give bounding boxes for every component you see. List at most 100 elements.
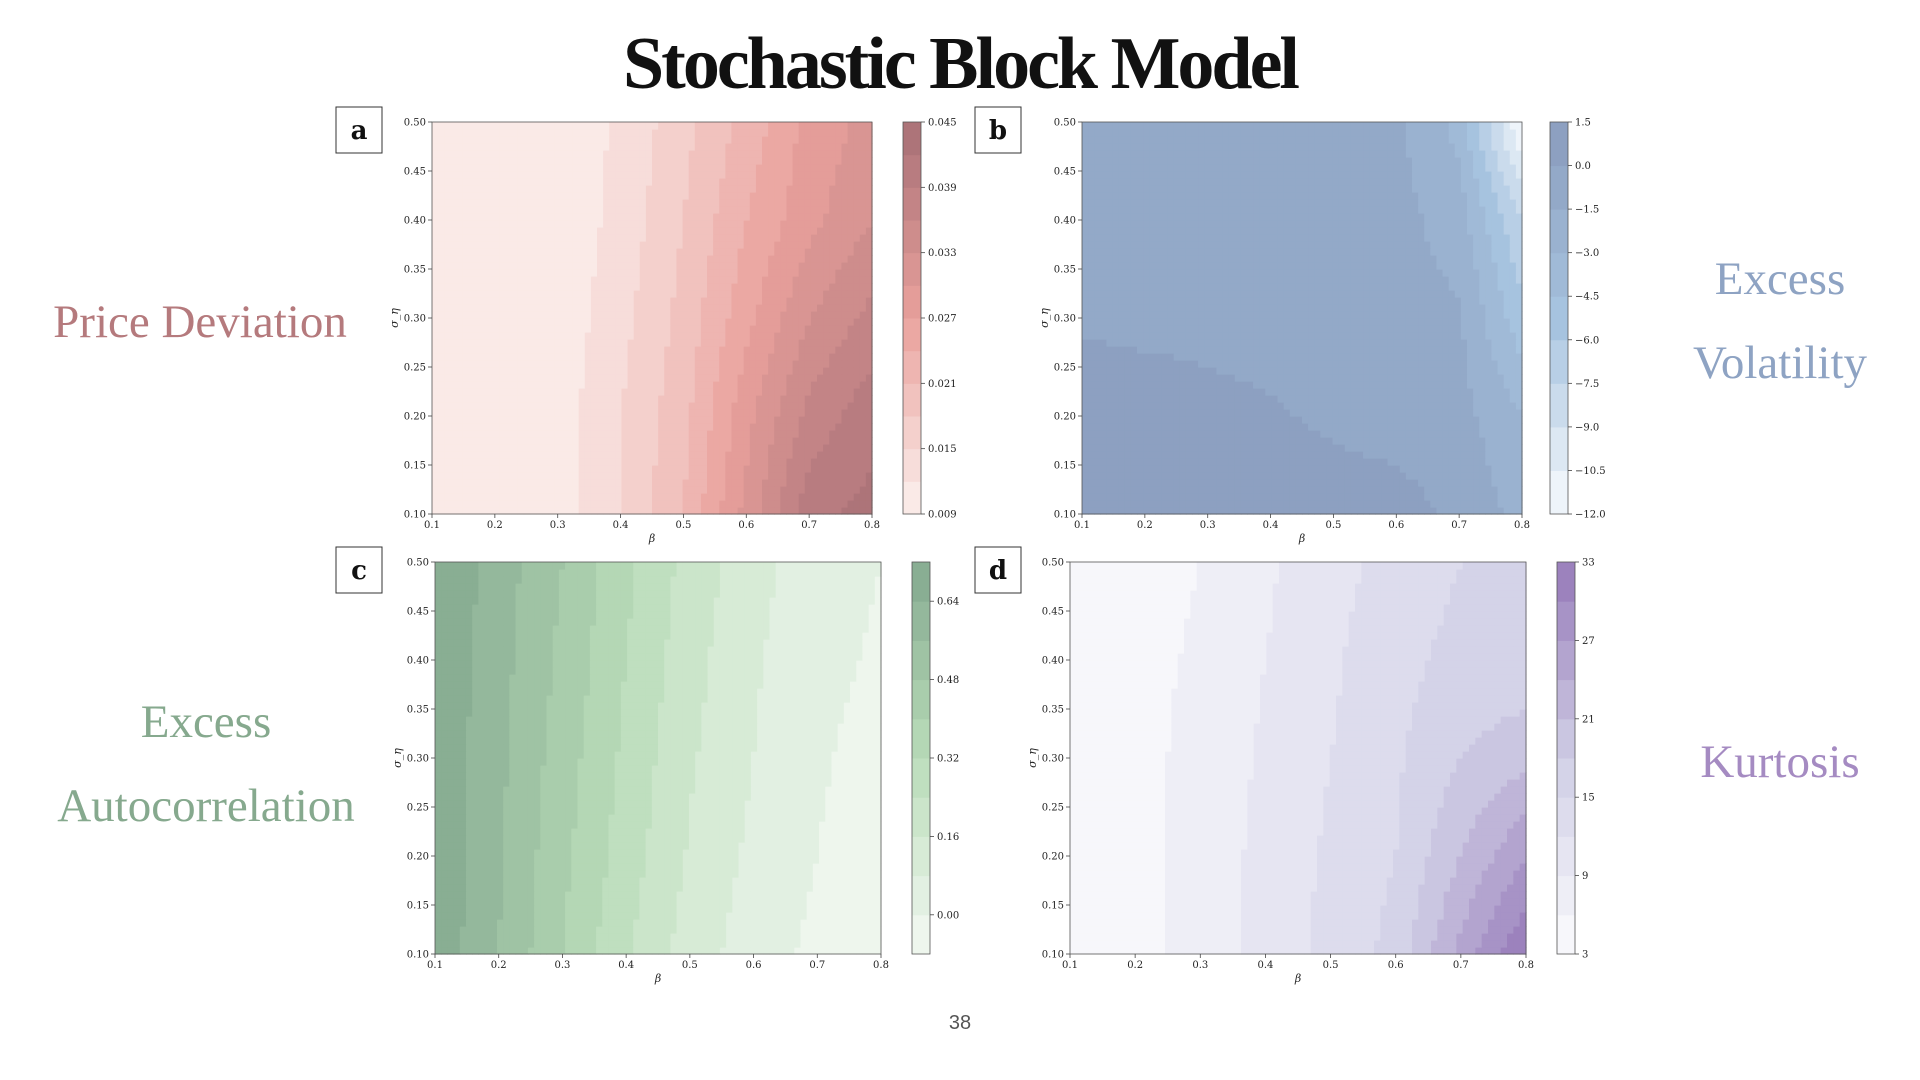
heatmap-cell xyxy=(505,374,513,382)
heatmap-cell xyxy=(713,486,720,494)
heatmap-cell xyxy=(786,437,794,445)
heatmap-cell xyxy=(584,465,592,473)
heatmap-cell xyxy=(1271,500,1279,508)
heatmap-cell xyxy=(438,430,445,438)
heatmap-cell xyxy=(1118,472,1126,480)
heatmap-cell xyxy=(1369,472,1376,480)
heatmap-cell xyxy=(603,192,610,200)
heatmap-cell xyxy=(645,458,653,466)
heatmap-cell xyxy=(517,143,525,151)
heatmap-cell xyxy=(474,290,482,298)
heatmap-cell xyxy=(505,444,513,452)
heatmap-cell xyxy=(566,283,574,291)
heatmap-cell xyxy=(865,311,873,319)
heatmap-cell xyxy=(1082,479,1089,487)
heatmap-cell xyxy=(572,395,580,403)
heatmap-cell xyxy=(627,353,635,361)
heatmap-cell xyxy=(700,367,708,375)
heatmap-cell xyxy=(804,248,812,256)
heatmap-cell xyxy=(597,500,604,508)
heatmap-cell xyxy=(627,472,635,480)
heatmap-cell xyxy=(743,437,751,445)
heatmap-cell xyxy=(725,346,733,354)
heatmap-cell xyxy=(737,367,745,375)
heatmap-cell xyxy=(468,206,476,214)
heatmap-cell xyxy=(700,192,708,200)
heatmap-cell xyxy=(432,346,439,354)
heatmap-cell xyxy=(817,276,824,284)
heatmap-cell xyxy=(786,423,794,431)
heatmap-cell xyxy=(725,276,733,284)
heatmap-cell xyxy=(505,472,513,480)
heatmap-cell xyxy=(639,234,647,242)
heatmap-cell xyxy=(804,241,812,249)
heatmap-cell xyxy=(804,381,812,389)
heatmap-cell xyxy=(450,290,458,298)
heatmap-cell xyxy=(853,150,861,158)
heatmap-cell xyxy=(1509,437,1517,445)
heatmap-cell xyxy=(474,143,482,151)
heatmap-cell xyxy=(511,227,519,235)
heatmap-cell xyxy=(578,318,586,326)
heatmap-cell xyxy=(859,416,867,424)
heatmap-cell xyxy=(609,122,616,130)
heatmap-cell xyxy=(1412,444,1419,452)
heatmap-cell xyxy=(1100,423,1108,431)
heatmap-cell xyxy=(1381,479,1389,487)
heatmap-cell xyxy=(633,157,641,165)
heatmap-cell xyxy=(529,178,537,186)
heatmap-cell xyxy=(609,325,616,333)
heatmap-cell xyxy=(798,430,806,438)
side-label-line: Kurtosis xyxy=(1700,736,1860,788)
heatmap-cell xyxy=(590,129,598,137)
heatmap-cell xyxy=(1124,437,1132,445)
heatmap-cell xyxy=(456,479,464,487)
heatmap-cell xyxy=(468,451,476,459)
heatmap-cell xyxy=(1350,465,1358,473)
heatmap-cell xyxy=(1357,472,1364,480)
heatmap-cell xyxy=(554,437,561,445)
heatmap-cell xyxy=(688,388,696,396)
heatmap-cell xyxy=(548,444,555,452)
heatmap-cell xyxy=(511,339,519,347)
heatmap-cell xyxy=(713,444,720,452)
heatmap-cell xyxy=(810,311,818,319)
heatmap-cell xyxy=(462,325,470,333)
heatmap-cell xyxy=(432,255,439,263)
heatmap-cell xyxy=(560,164,568,172)
heatmap-cell xyxy=(590,269,598,277)
heatmap-cell xyxy=(474,269,482,277)
heatmap-cell xyxy=(762,262,769,270)
heatmap-cell xyxy=(810,507,818,515)
heatmap-cell xyxy=(1143,472,1150,480)
heatmap-cell xyxy=(432,248,439,256)
heatmap-cell xyxy=(529,171,537,179)
heatmap-cell xyxy=(621,213,629,221)
heatmap-cell xyxy=(1198,451,1205,459)
heatmap-cell xyxy=(780,465,788,473)
heatmap-cell xyxy=(584,451,592,459)
heatmap-cell xyxy=(1418,507,1425,515)
heatmap-cell xyxy=(823,206,830,214)
heatmap-cell xyxy=(1460,500,1468,508)
heatmap-cell xyxy=(755,157,763,165)
heatmap-cell xyxy=(1491,430,1499,438)
heatmap-cell xyxy=(707,346,714,354)
heatmap-cell xyxy=(590,374,598,382)
heatmap-cell xyxy=(670,332,678,340)
heatmap-cell xyxy=(645,213,653,221)
heatmap-cell xyxy=(774,339,781,347)
heatmap-cell xyxy=(1381,500,1389,508)
heatmap-cell xyxy=(639,416,647,424)
heatmap-cell xyxy=(438,325,445,333)
heatmap-cell xyxy=(639,374,647,382)
heatmap-cell xyxy=(847,458,855,466)
heatmap-cell xyxy=(584,409,592,417)
heatmap-cell xyxy=(603,472,610,480)
heatmap-cell xyxy=(853,122,861,130)
heatmap-cell xyxy=(664,143,671,151)
heatmap-cell xyxy=(493,409,500,417)
heatmap-cell xyxy=(603,262,610,270)
heatmap-cell xyxy=(1289,458,1297,466)
heatmap-cell xyxy=(713,360,720,368)
